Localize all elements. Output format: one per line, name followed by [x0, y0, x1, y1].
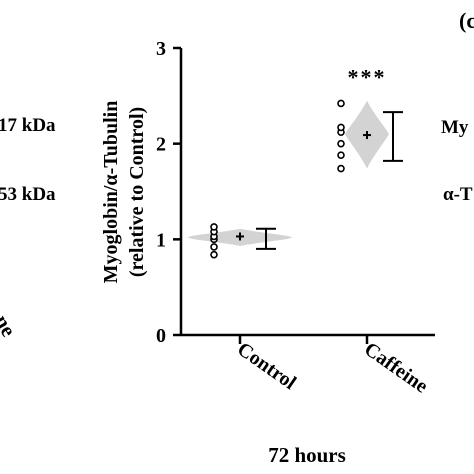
y-tick-label: 3	[156, 38, 166, 60]
data-point	[210, 223, 218, 231]
band-label-17kda: 17 kDa	[0, 115, 56, 136]
y-tick-label: 2	[156, 134, 166, 156]
y-axis-title-line1: Myoglobin/α-Tubulin	[100, 101, 122, 284]
y-tick-label: 0	[156, 325, 166, 347]
band-label-53kda: 53 kDa	[0, 184, 56, 205]
data-point	[210, 243, 218, 251]
y-tick-label: 1	[156, 229, 166, 251]
panel-letter: (c	[459, 8, 474, 33]
y-axis-title-line2: (relative to Control)	[126, 107, 148, 277]
x-tick-label: Control	[233, 338, 300, 394]
row-label-tubulin: α-T	[443, 184, 473, 205]
data-point	[337, 151, 345, 159]
x-tick-label: Caffeine	[360, 338, 432, 398]
data-point	[337, 164, 345, 173]
data-point	[337, 139, 345, 148]
significance-label: ***	[348, 65, 387, 90]
x-axis-title: 72 hours	[268, 443, 346, 467]
data-point	[210, 250, 218, 259]
data-point	[337, 123, 345, 132]
cropped-rotated-label: ne	[0, 311, 21, 341]
data-point	[337, 99, 345, 108]
row-label-myoglobin: My	[441, 117, 469, 138]
